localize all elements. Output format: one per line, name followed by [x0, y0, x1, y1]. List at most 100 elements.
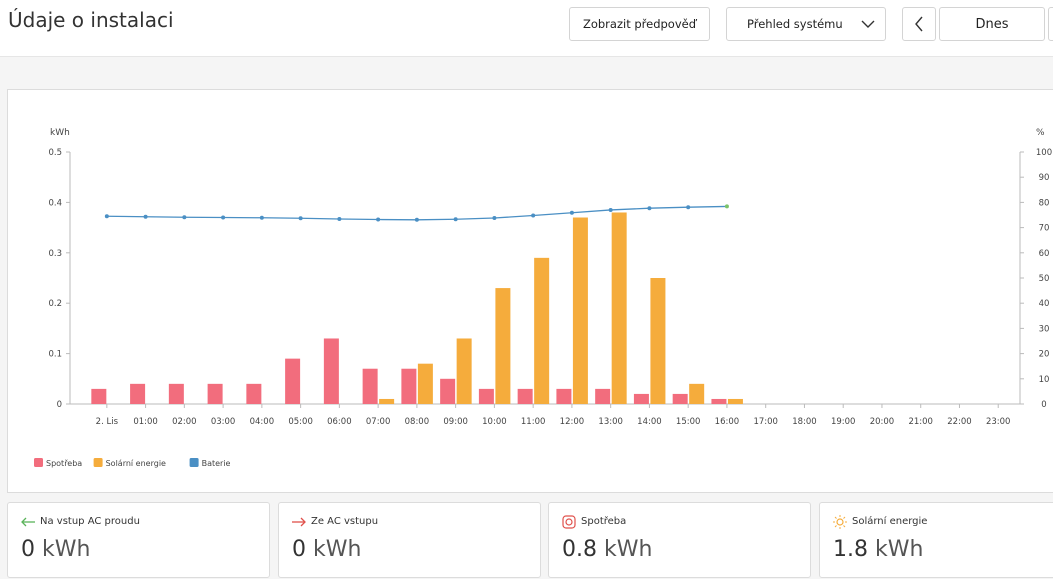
card-unit: kWh — [604, 537, 652, 562]
solar-bar — [612, 212, 627, 404]
consumption-bar — [479, 389, 494, 404]
chevron-down-icon — [861, 19, 875, 29]
summary-card: Solární energie 1.8 kWh — [819, 502, 1053, 578]
legend-label: Spotřeba — [46, 459, 82, 468]
chevron-left-icon — [914, 16, 924, 32]
x-tick-label: 02:00 — [172, 417, 197, 427]
chart-panel: kWh% 0 0.1 0.2 0.3 0.4 0.5 0 10 20 30 40 50 60 70 80 90 1… — [7, 89, 1053, 493]
solar-bar — [379, 399, 394, 404]
x-tick-label: 19:00 — [831, 417, 856, 427]
y-right-tick-label: 60 — [1039, 249, 1050, 259]
consumption-bar — [518, 389, 533, 404]
y-right-tick-label: 70 — [1039, 224, 1050, 234]
plug-icon — [561, 514, 577, 528]
solar-bar — [418, 364, 433, 404]
battery-point — [647, 206, 651, 210]
card-number: 0 — [21, 537, 35, 562]
x-tick-label: 2. Lis — [96, 417, 119, 427]
battery-point — [260, 216, 264, 220]
card-value: 1.8 kWh — [833, 537, 923, 562]
today-label: Dnes — [975, 17, 1008, 32]
y-right-tick-label: 0 — [1041, 400, 1046, 410]
top-bar: Údaje o instalaci Zobrazit předpověď Pře… — [0, 0, 1053, 57]
summary-card: Ze AC vstupu 0 kWh — [278, 502, 541, 578]
y-left-unit-label: kWh — [50, 128, 70, 138]
x-tick-label: 09:00 — [443, 417, 468, 427]
consumption-bar — [556, 389, 571, 404]
y-left-tick-label: 0 — [57, 400, 62, 410]
card-unit: kWh — [313, 537, 361, 562]
y-right-tick-label: 20 — [1039, 350, 1050, 360]
summary-card: Na vstup AC proudu 0 kWh — [7, 502, 270, 578]
battery-point — [105, 214, 109, 218]
x-tick-label: 16:00 — [715, 417, 740, 427]
view-select[interactable]: Přehled systému — [726, 7, 886, 41]
solar-bar — [534, 258, 549, 404]
battery-point — [686, 205, 690, 209]
consumption-bar — [91, 389, 106, 404]
x-tick-label: 05:00 — [288, 417, 313, 427]
x-tick-label: 10:00 — [482, 417, 507, 427]
battery-point — [725, 204, 729, 208]
next-day-button[interactable] — [1048, 7, 1053, 41]
card-number: 0 — [292, 537, 306, 562]
consumption-bar — [246, 384, 261, 404]
x-tick-label: 12:00 — [560, 417, 585, 427]
x-tick-label: 01:00 — [133, 417, 158, 427]
consumption-bar — [363, 369, 378, 404]
card-label: Spotřeba — [581, 516, 626, 527]
show-forecast-button[interactable]: Zobrazit předpověď — [569, 7, 710, 41]
consumption-bar — [673, 394, 688, 404]
solar-bar — [457, 338, 472, 404]
y-right-tick-label: 50 — [1039, 274, 1050, 284]
battery-point — [221, 216, 225, 220]
card-number: 1.8 — [833, 537, 868, 562]
battery-point — [531, 214, 535, 218]
show-forecast-label: Zobrazit předpověď — [583, 17, 696, 31]
y-right-tick-label: 100 — [1036, 148, 1052, 158]
consumption-bar — [711, 399, 726, 404]
legend-swatch — [94, 458, 103, 467]
battery-line — [107, 206, 727, 219]
consumption-bar — [401, 369, 416, 404]
x-tick-label: 18:00 — [792, 417, 817, 427]
consumption-bar — [324, 338, 339, 404]
y-right-tick-label: 80 — [1039, 198, 1050, 208]
card-label: Solární energie — [852, 516, 927, 527]
consumption-bar — [595, 389, 610, 404]
battery-point — [492, 216, 496, 220]
x-tick-label: 04:00 — [250, 417, 275, 427]
legend-label: Solární energie — [106, 459, 166, 468]
today-button[interactable]: Dnes — [939, 7, 1045, 41]
y-right-tick-label: 10 — [1039, 375, 1050, 385]
x-tick-label: 23:00 — [986, 417, 1011, 427]
consumption-bar — [130, 384, 145, 404]
card-unit: kWh — [42, 537, 90, 562]
consumption-bar — [169, 384, 184, 404]
card-label: Ze AC vstupu — [311, 516, 378, 527]
x-tick-label: 22:00 — [947, 417, 972, 427]
y-right-unit-label: % — [1036, 128, 1045, 138]
legend-label: Baterie — [202, 459, 231, 468]
legend-swatch — [190, 458, 199, 467]
battery-point — [144, 215, 148, 219]
battery-point — [570, 211, 574, 215]
solar-bar — [689, 384, 704, 404]
summary-card: Spotřeba 0.8 kWh — [548, 502, 811, 578]
y-right-tick-label: 90 — [1039, 173, 1050, 183]
x-tick-label: 15:00 — [676, 417, 701, 427]
battery-point — [376, 218, 380, 222]
arrow-left-icon — [20, 514, 36, 528]
previous-day-button[interactable] — [902, 7, 936, 41]
page-title: Údaje o instalaci — [8, 8, 174, 32]
y-left-tick-label: 0.3 — [48, 249, 62, 259]
energy-chart: kWh % 0 0.1 0.2 0.3 0.4 0.5 0 10 20 30 40 50 60 70 80 90 1… — [8, 90, 1053, 492]
battery-point — [609, 208, 613, 212]
x-tick-label: 17:00 — [753, 417, 778, 427]
x-tick-label: 14:00 — [637, 417, 662, 427]
x-tick-label: 08:00 — [405, 417, 430, 427]
x-tick-label: 11:00 — [521, 417, 546, 427]
battery-point — [454, 217, 458, 221]
solar-bar — [573, 218, 588, 404]
y-left-tick-label: 0.5 — [48, 148, 62, 158]
